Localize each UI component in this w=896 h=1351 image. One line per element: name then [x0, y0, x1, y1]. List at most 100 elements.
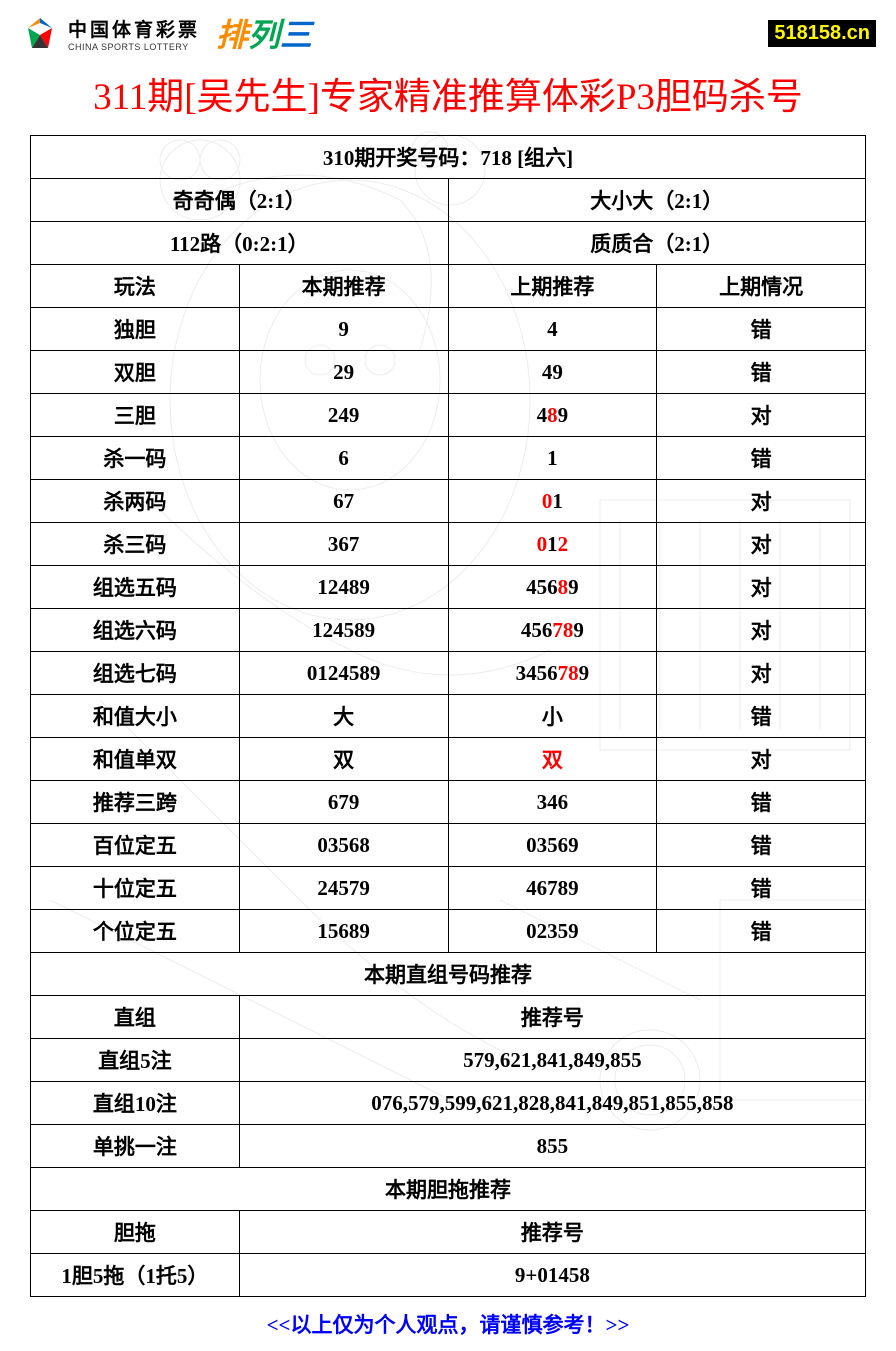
cell-value: 9+01458	[239, 1254, 865, 1297]
url-badge: 518158.cn	[768, 20, 876, 47]
table-row: 组选五码1248945689对	[31, 566, 866, 609]
section2-h-right: 推荐号	[239, 996, 865, 1039]
cell-play: 组选六码	[31, 609, 240, 652]
table-row: 和值大小大小错	[31, 695, 866, 738]
cell-status: 错	[657, 437, 866, 480]
cell-status: 错	[657, 351, 866, 394]
cell-prev: 346	[448, 781, 657, 824]
cell-status: 错	[657, 824, 866, 867]
table-row: 杀一码61错	[31, 437, 866, 480]
cell-status: 对	[657, 480, 866, 523]
table-row: 三胆249489对	[31, 394, 866, 437]
cell-prev: 双	[448, 738, 657, 781]
cell-label: 直组10注	[31, 1082, 240, 1125]
summary-r1-left: 奇奇偶（2:1）	[31, 179, 449, 222]
cell-prev: 小	[448, 695, 657, 738]
col-status: 上期情况	[657, 265, 866, 308]
cell-status: 对	[657, 523, 866, 566]
column-header-row: 玩法 本期推荐 上期推荐 上期情况	[31, 265, 866, 308]
table-row: 和值单双双双对	[31, 738, 866, 781]
cell-current: 249	[239, 394, 448, 437]
cell-current: 9	[239, 308, 448, 351]
pailie-char-2: 三	[280, 10, 312, 56]
logo-block: 中国体育彩票 CHINA SPORTS LOTTERY 排 列 三	[20, 10, 312, 56]
table-row: 1胆5拖（1托5）9+01458	[31, 1254, 866, 1297]
cell-prev: 49	[448, 351, 657, 394]
table-row: 独胆94错	[31, 308, 866, 351]
cell-status: 错	[657, 781, 866, 824]
col-prev: 上期推荐	[448, 265, 657, 308]
cell-status: 对	[657, 609, 866, 652]
summary-r2-left: 112路（0:2:1）	[31, 222, 449, 265]
table-row: 组选七码01245893456789对	[31, 652, 866, 695]
cell-status: 错	[657, 695, 866, 738]
cell-play: 百位定五	[31, 824, 240, 867]
cell-play: 双胆	[31, 351, 240, 394]
cell-status: 对	[657, 652, 866, 695]
section3-title: 本期胆拖推荐	[31, 1168, 866, 1211]
table-row: 杀两码6701对	[31, 480, 866, 523]
cell-status: 对	[657, 566, 866, 609]
section3-h-right: 推荐号	[239, 1211, 865, 1254]
cell-value: 855	[239, 1125, 865, 1168]
pailie-char-1: 列	[248, 10, 280, 56]
cell-status: 错	[657, 867, 866, 910]
cell-prev: 3456789	[448, 652, 657, 695]
table-row: 直组10注076,579,599,621,828,841,849,851,855…	[31, 1082, 866, 1125]
cell-play: 杀两码	[31, 480, 240, 523]
cell-prev: 1	[448, 437, 657, 480]
logo-cn-text: 中国体育彩票	[68, 15, 200, 42]
cell-current: 0124589	[239, 652, 448, 695]
cell-label: 1胆5拖（1托5）	[31, 1254, 240, 1297]
summary-r2-right: 质质合（2:1）	[448, 222, 866, 265]
table-row: 组选六码124589456789对	[31, 609, 866, 652]
cell-prev: 01	[448, 480, 657, 523]
table-row: 个位定五1568902359错	[31, 910, 866, 953]
pailie-logo: 排 列 三	[216, 10, 312, 56]
cell-play: 独胆	[31, 308, 240, 351]
cell-prev: 46789	[448, 867, 657, 910]
cell-prev: 03569	[448, 824, 657, 867]
cell-play: 杀三码	[31, 523, 240, 566]
cell-prev: 012	[448, 523, 657, 566]
cell-status: 对	[657, 394, 866, 437]
table-row: 直组5注579,621,841,849,855	[31, 1039, 866, 1082]
cell-prev: 02359	[448, 910, 657, 953]
cell-current: 24579	[239, 867, 448, 910]
cell-current: 03568	[239, 824, 448, 867]
cell-prev: 456789	[448, 609, 657, 652]
cell-current: 15689	[239, 910, 448, 953]
footer-note: <<以上仅为个人观点，请谨慎参考！>>	[0, 1297, 896, 1351]
col-current: 本期推荐	[239, 265, 448, 308]
cell-current: 67	[239, 480, 448, 523]
lottery-logo-icon	[20, 13, 60, 53]
cell-play: 和值单双	[31, 738, 240, 781]
cell-value: 076,579,599,621,828,841,849,851,855,858	[239, 1082, 865, 1125]
cell-play: 十位定五	[31, 867, 240, 910]
cell-play: 推荐三跨	[31, 781, 240, 824]
table-row: 双胆2949错	[31, 351, 866, 394]
cell-prev: 489	[448, 394, 657, 437]
cell-play: 组选七码	[31, 652, 240, 695]
cell-current: 367	[239, 523, 448, 566]
cell-status: 错	[657, 308, 866, 351]
cell-current: 大	[239, 695, 448, 738]
cell-play: 和值大小	[31, 695, 240, 738]
cell-current: 双	[239, 738, 448, 781]
table-row: 单挑一注855	[31, 1125, 866, 1168]
cell-play: 个位定五	[31, 910, 240, 953]
cell-current: 679	[239, 781, 448, 824]
cell-prev: 45689	[448, 566, 657, 609]
section2-title: 本期直组号码推荐	[31, 953, 866, 996]
cell-status: 错	[657, 910, 866, 953]
cell-status: 对	[657, 738, 866, 781]
cell-label: 单挑一注	[31, 1125, 240, 1168]
table-row: 百位定五0356803569错	[31, 824, 866, 867]
prediction-table: 310期开奖号码：718 [组六] 奇奇偶（2:1） 大小大（2:1） 112路…	[30, 135, 866, 1297]
cell-label: 直组5注	[31, 1039, 240, 1082]
cell-current: 12489	[239, 566, 448, 609]
table-row: 杀三码367012对	[31, 523, 866, 566]
table-row: 十位定五2457946789错	[31, 867, 866, 910]
cell-play: 杀一码	[31, 437, 240, 480]
section3-h-left: 胆拖	[31, 1211, 240, 1254]
